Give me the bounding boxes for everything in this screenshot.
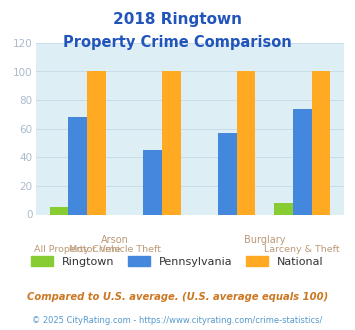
Text: Property Crime Comparison: Property Crime Comparison xyxy=(63,35,292,50)
Text: Compared to U.S. average. (U.S. average equals 100): Compared to U.S. average. (U.S. average … xyxy=(27,292,328,302)
Text: © 2025 CityRating.com - https://www.cityrating.com/crime-statistics/: © 2025 CityRating.com - https://www.city… xyxy=(32,316,323,325)
Legend: Ringtown, Pennsylvania, National: Ringtown, Pennsylvania, National xyxy=(31,256,324,267)
Text: Larceny & Theft: Larceny & Theft xyxy=(264,245,340,253)
Bar xyxy=(68,117,87,214)
Bar xyxy=(50,207,68,215)
Bar xyxy=(312,72,330,214)
Bar xyxy=(162,72,181,214)
Bar xyxy=(87,72,106,214)
Text: Burglary: Burglary xyxy=(244,235,285,245)
Text: 2018 Ringtown: 2018 Ringtown xyxy=(113,12,242,26)
Bar xyxy=(293,109,312,214)
Text: All Property Crime: All Property Crime xyxy=(34,245,121,253)
Bar xyxy=(237,72,256,214)
Bar xyxy=(143,150,162,214)
Text: Arson: Arson xyxy=(101,235,129,245)
Text: Motor Vehicle Theft: Motor Vehicle Theft xyxy=(69,245,161,253)
Bar xyxy=(218,133,237,214)
Bar xyxy=(274,203,293,214)
